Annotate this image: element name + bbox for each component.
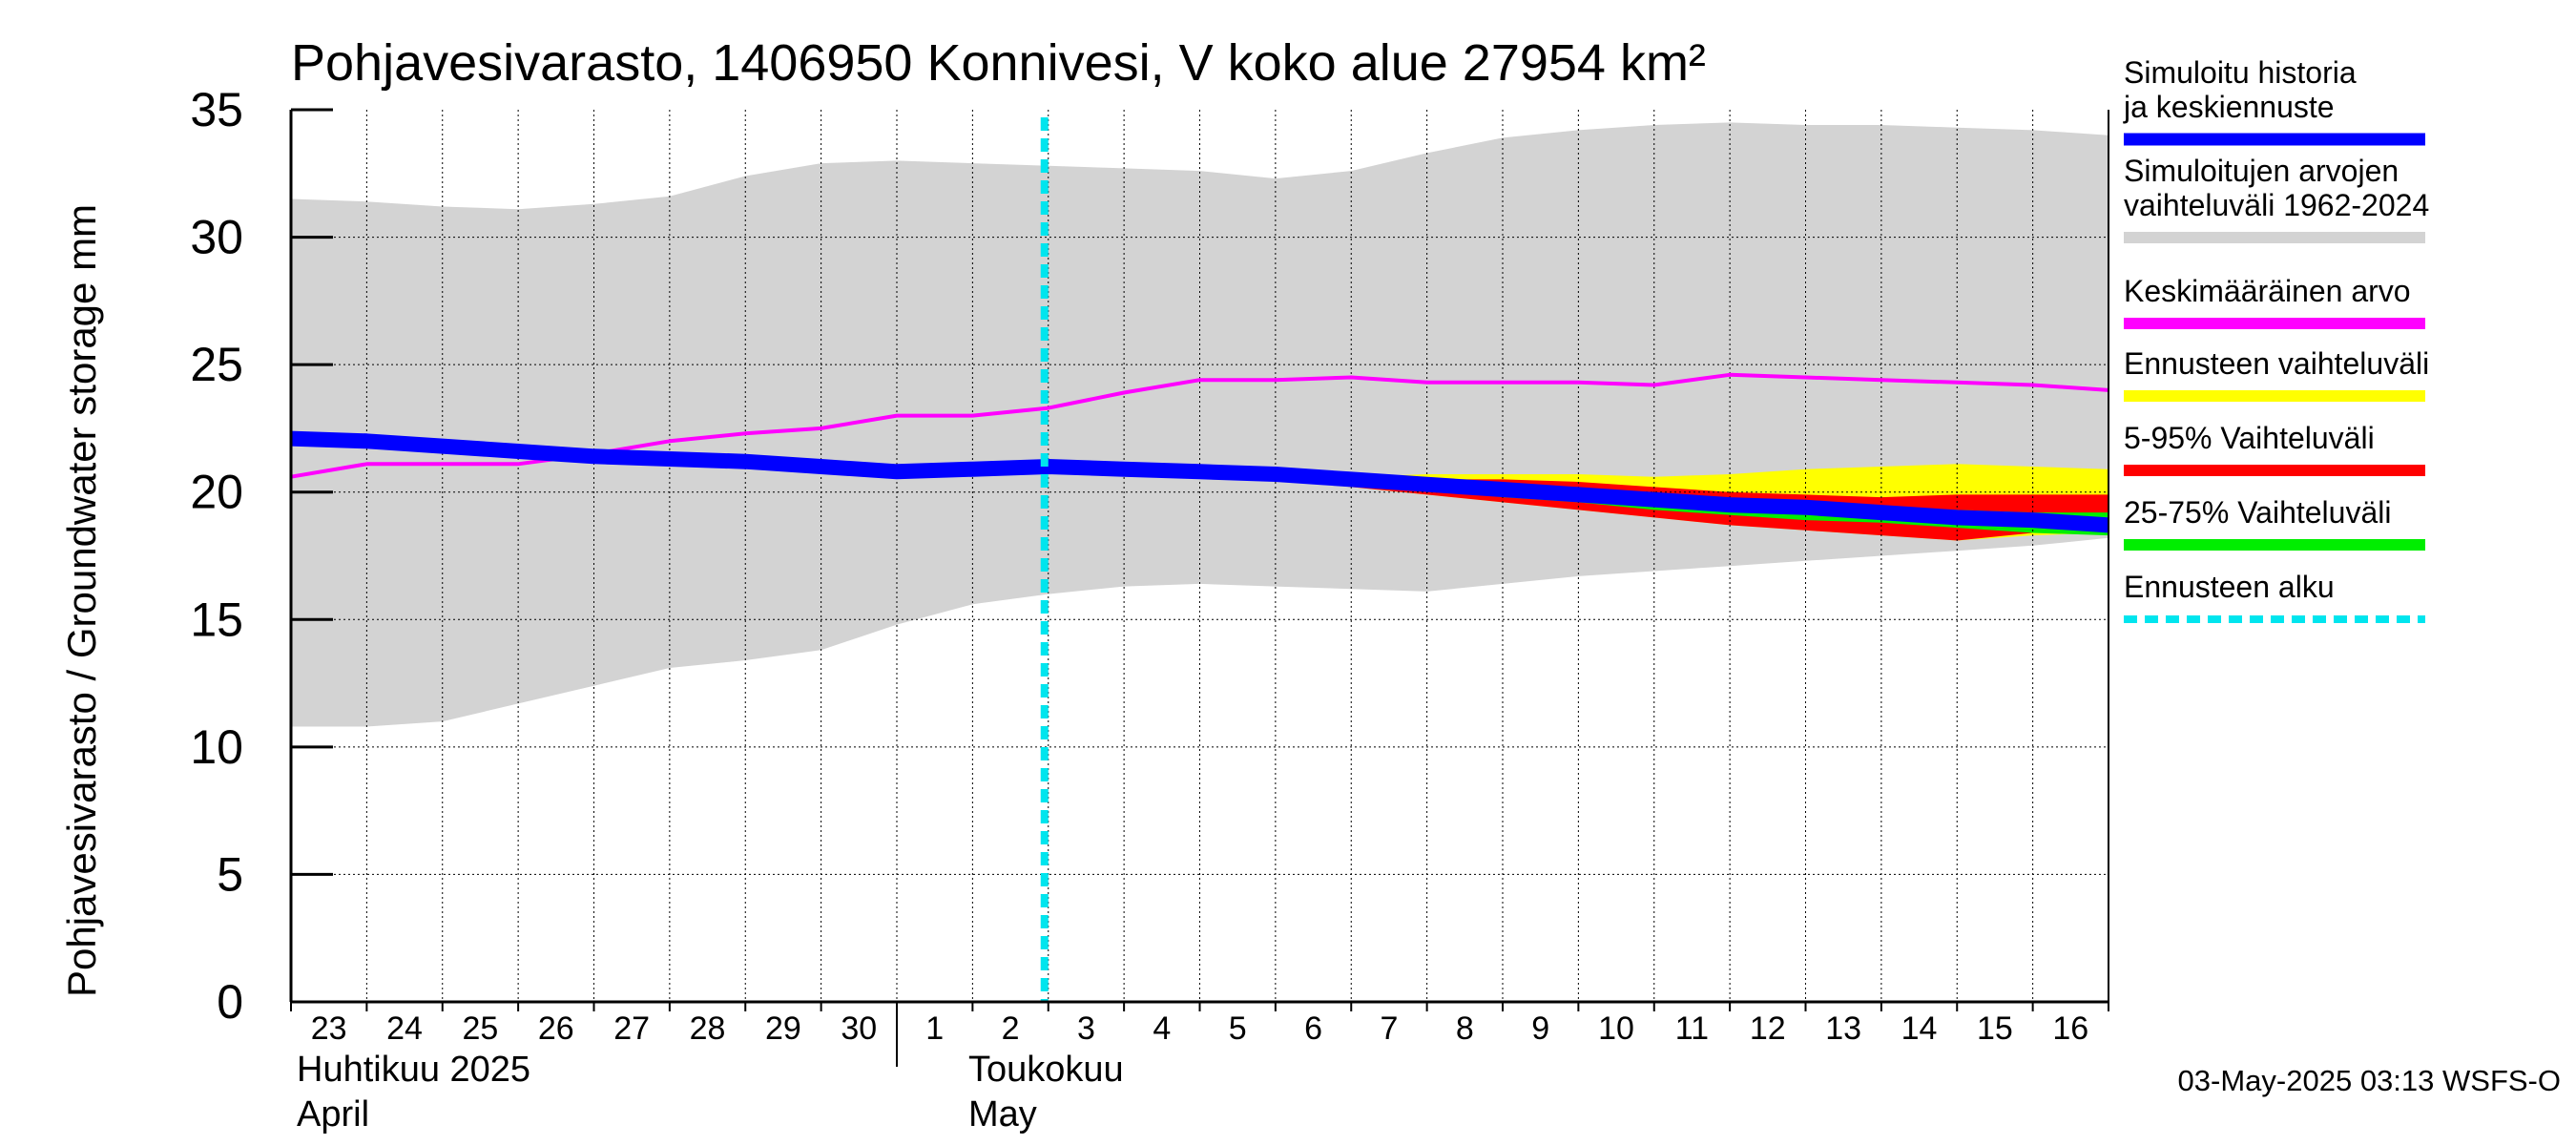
month-label-line2: May xyxy=(968,1094,1037,1135)
month-label-line1: Huhtikuu 2025 xyxy=(297,1050,530,1090)
legend-label: Keskimääräinen arvo xyxy=(2124,274,2411,308)
legend-label: Ennusteen vaihteluväli xyxy=(2124,346,2429,381)
x-tick-label: 1 xyxy=(925,1010,944,1047)
series-line-simuloitu-historia-ja-keskiennuste xyxy=(290,430,2109,533)
x-tick-label: 2 xyxy=(1002,1010,1020,1047)
x-tick-label: 9 xyxy=(1531,1010,1549,1047)
x-tick-label: 12 xyxy=(1750,1010,1786,1047)
timestamp-footer: 03-May-2025 03:13 WSFS-O xyxy=(2178,1064,2561,1097)
x-tick-label: 14 xyxy=(1901,1010,1938,1047)
legend-label: Simuloitu historia xyxy=(2124,55,2357,90)
y-tick-label: 35 xyxy=(190,83,243,136)
x-tick-label: 29 xyxy=(765,1010,801,1047)
x-tick-label: 15 xyxy=(1977,1010,2013,1047)
x-tick-label: 4 xyxy=(1153,1010,1171,1047)
legend-label: 25-75% Vaihteluväli xyxy=(2124,495,2391,530)
band-5-95-vaihteluv-li xyxy=(1048,467,2109,541)
x-tick-label: 27 xyxy=(613,1010,650,1047)
month-label-line2: April xyxy=(297,1094,369,1135)
y-tick-label: 20 xyxy=(190,466,243,519)
x-tick-label: 3 xyxy=(1077,1010,1095,1047)
x-tick-label: 10 xyxy=(1598,1010,1634,1047)
x-tick-label: 26 xyxy=(538,1010,574,1047)
y-tick-label: 25 xyxy=(190,338,243,391)
legend-label: vaihteluväli 1962-2024 xyxy=(2124,188,2429,222)
legend-label: ja keskiennuste xyxy=(2123,90,2335,124)
x-tick-label: 11 xyxy=(1675,1010,1709,1047)
x-tick-label: 13 xyxy=(1825,1010,1861,1047)
y-tick-label: 10 xyxy=(190,720,243,774)
grid-layer xyxy=(291,110,2109,1002)
legend-label: 5-95% Vaihteluväli xyxy=(2124,421,2375,455)
y-tick-label: 5 xyxy=(217,847,243,901)
y-tick-label: 0 xyxy=(217,975,243,1029)
x-tick-label: 6 xyxy=(1304,1010,1322,1047)
x-tick-label: 25 xyxy=(463,1010,499,1047)
chart-title: Pohjavesivarasto, 1406950 Konnivesi, V k… xyxy=(291,34,1706,92)
y-tick-label: 30 xyxy=(190,211,243,264)
x-tick-label: 28 xyxy=(690,1010,726,1047)
x-tick-label: 7 xyxy=(1380,1010,1398,1047)
legend-label: Ennusteen alku xyxy=(2124,570,2335,604)
x-tick-label: 8 xyxy=(1456,1010,1474,1047)
x-tick-label: 30 xyxy=(841,1010,877,1047)
legend-label: Simuloitujen arvojen xyxy=(2124,154,2399,188)
line-layer xyxy=(290,117,2109,1002)
x-tick-label: 5 xyxy=(1229,1010,1247,1047)
x-tick-label: 16 xyxy=(2052,1010,2088,1047)
month-label-line1: Toukokuu xyxy=(968,1050,1124,1090)
y-tick-label: 15 xyxy=(190,593,243,646)
x-tick-label: 23 xyxy=(311,1010,347,1047)
x-tick-label: 24 xyxy=(386,1010,423,1047)
y-axis-label: Pohjavesivarasto / Groundwater storage m… xyxy=(59,204,104,997)
